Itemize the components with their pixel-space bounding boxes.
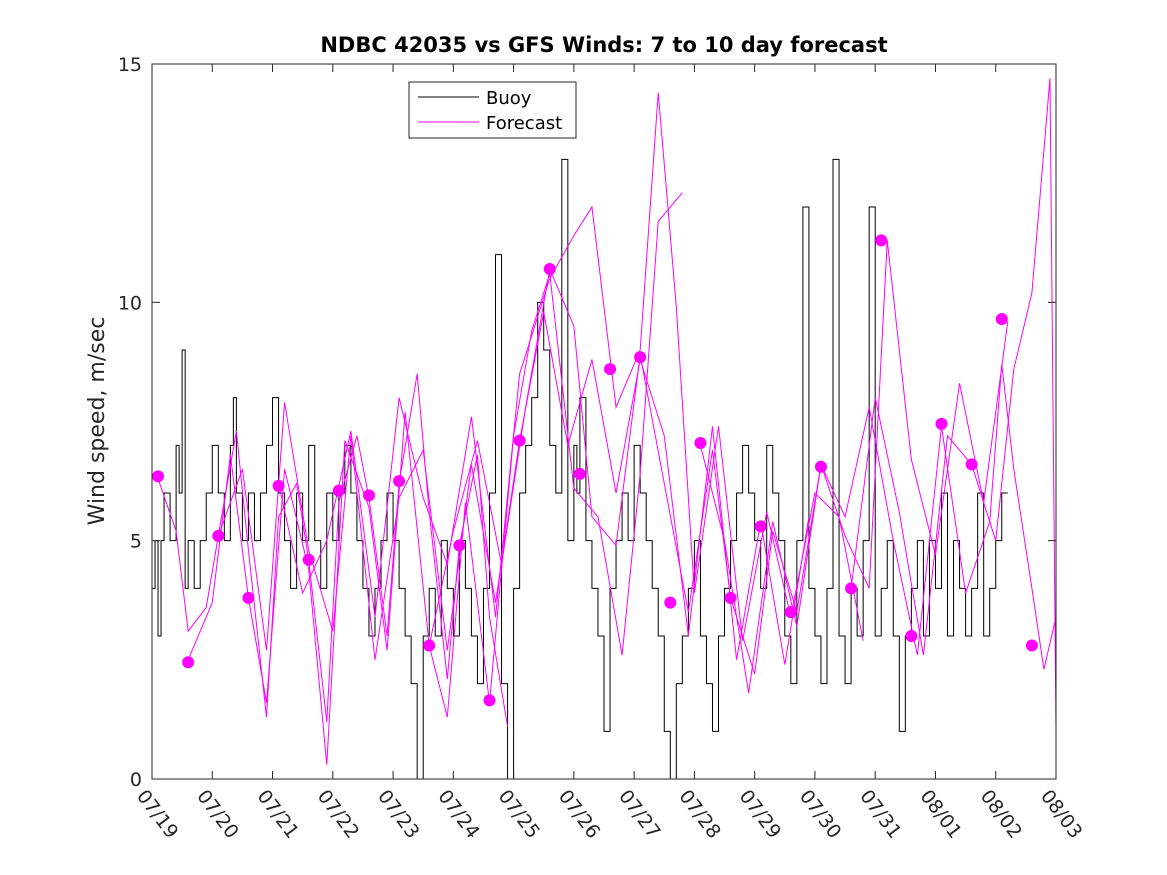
forecast-point-26 xyxy=(935,417,948,430)
forecast-point-10 xyxy=(453,539,466,552)
forecast-point-29 xyxy=(1025,639,1038,652)
forecast-point-12 xyxy=(513,434,526,447)
forecast-point-14 xyxy=(573,467,586,480)
buoy-series-line xyxy=(152,158,1008,779)
forecast-point-17 xyxy=(664,596,677,609)
forecast-point-0 xyxy=(152,470,165,483)
forecast-point-23 xyxy=(845,582,858,595)
forecast-point-9 xyxy=(423,639,436,652)
plot-area xyxy=(152,78,1056,779)
forecast-point-6 xyxy=(332,484,345,497)
forecast-point-15 xyxy=(604,363,617,376)
forecast-line-3 xyxy=(278,92,864,641)
chart-title: NDBC 42035 vs GFS Winds: 7 to 10 day for… xyxy=(320,33,887,57)
forecast-point-5 xyxy=(302,553,315,566)
y-tick-label: 5 xyxy=(130,531,142,553)
forecast-point-1 xyxy=(182,656,195,669)
forecast-point-20 xyxy=(754,520,767,533)
forecast-point-24 xyxy=(875,234,888,247)
y-tick-label: 10 xyxy=(118,292,142,314)
forecast-point-3 xyxy=(242,591,255,604)
forecast-line-5 xyxy=(699,364,1056,694)
series-group xyxy=(152,78,1056,779)
y-axis-label: Wind speed, m/sec xyxy=(85,317,110,526)
legend-forecast-label: Forecast xyxy=(486,113,562,134)
plot-frame xyxy=(151,63,1057,780)
forecast-point-4 xyxy=(272,479,285,492)
forecast-point-2 xyxy=(212,529,225,542)
forecast-point-16 xyxy=(634,351,647,364)
forecast-point-28 xyxy=(995,313,1008,326)
legend: Buoy Forecast xyxy=(408,81,577,139)
forecast-point-25 xyxy=(905,630,918,642)
forecast-point-22 xyxy=(814,460,827,473)
legend-box xyxy=(408,81,577,139)
forecast-point-13 xyxy=(543,262,556,275)
forecast-line-4 xyxy=(428,240,1009,675)
forecast-point-8 xyxy=(393,475,406,488)
forecast-point-27 xyxy=(965,458,978,471)
y-tick-label: 15 xyxy=(118,54,142,76)
forecast-point-11 xyxy=(483,694,496,707)
forecast-line-0 xyxy=(157,373,509,727)
y-tick-label: 0 xyxy=(130,769,142,791)
forecast-point-19 xyxy=(724,591,737,604)
legend-buoy-label: Buoy xyxy=(486,88,532,109)
forecast-point-7 xyxy=(362,489,375,502)
forecast-point-18 xyxy=(694,436,707,449)
forecast-point-21 xyxy=(784,606,797,619)
